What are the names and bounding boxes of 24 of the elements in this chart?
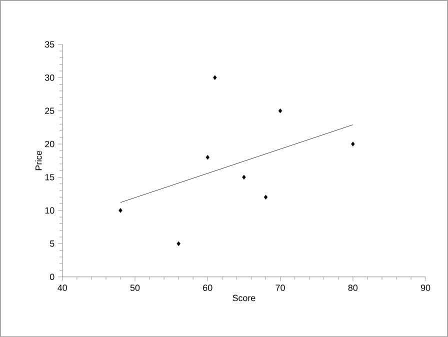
- x-axis-title: Score: [232, 294, 256, 302]
- x-tick-label: 70: [276, 284, 285, 291]
- y-tick-label: 10: [45, 207, 54, 214]
- point: [206, 154, 210, 160]
- x-tick-label: 80: [348, 284, 358, 291]
- y-tick-label: 30: [45, 74, 54, 81]
- y-tick-label: 25: [45, 108, 54, 114]
- point: [278, 108, 282, 114]
- y-tick-label: 5: [50, 240, 54, 247]
- point: [176, 241, 180, 246]
- y-axis-title: Price: [35, 150, 42, 170]
- point: [213, 75, 217, 80]
- x-tick-label: 60: [203, 284, 212, 291]
- point: [242, 174, 246, 180]
- point: [118, 208, 122, 213]
- point: [264, 194, 268, 200]
- y-tick-label: 15: [45, 174, 54, 180]
- x-tick-label: 90: [420, 284, 430, 291]
- x-tick-label: 40: [58, 284, 67, 291]
- y-tick-label: 35: [45, 41, 54, 48]
- x-tick-label: 50: [130, 284, 140, 291]
- y-tick-label: 20: [45, 140, 54, 148]
- point: [351, 142, 355, 146]
- y-tick-label: 0: [50, 274, 54, 280]
